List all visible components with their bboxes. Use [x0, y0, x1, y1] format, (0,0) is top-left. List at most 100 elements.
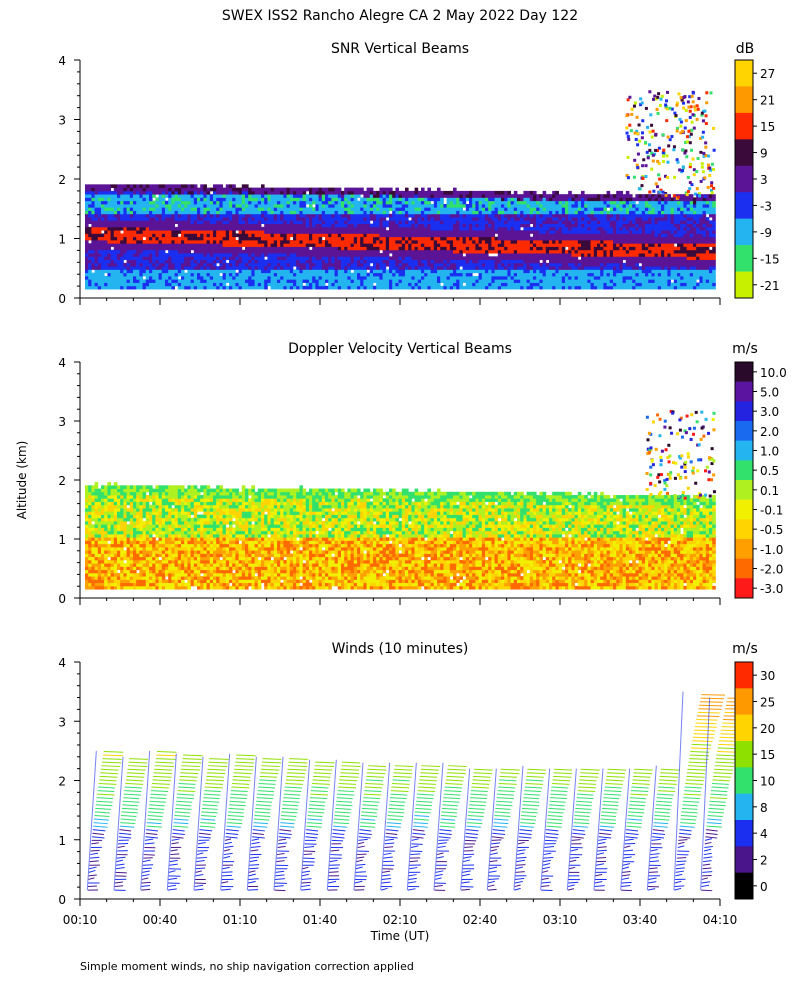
snr-cell	[325, 194, 329, 198]
snr-cell	[478, 217, 483, 221]
snr-cell	[241, 249, 246, 254]
snr-cell	[273, 190, 278, 195]
snr-cell	[277, 210, 281, 215]
snr-cell	[373, 262, 377, 267]
snr-cell	[302, 230, 307, 234]
snr-cell	[126, 210, 131, 215]
snr-cell	[142, 266, 147, 270]
snr-cell	[565, 226, 569, 231]
snr-cell	[120, 220, 124, 225]
snr-cell	[552, 243, 556, 247]
snr-cell	[331, 190, 335, 195]
snr-cell	[376, 190, 380, 195]
snr-cell	[337, 226, 342, 231]
snr-cell	[443, 230, 447, 234]
snr-cell	[337, 213, 342, 218]
snr-cell	[264, 266, 268, 270]
snr-cell	[107, 233, 111, 238]
snr-cell	[299, 269, 303, 274]
snr-cell	[225, 190, 230, 195]
snr-cell	[382, 197, 387, 202]
snr-cell	[600, 217, 604, 221]
snr-cell	[485, 236, 489, 241]
snr-cell	[456, 282, 460, 287]
snr-cell	[523, 279, 527, 283]
snr-cell	[133, 190, 137, 195]
snr-cell	[459, 194, 463, 198]
snr-cell	[427, 239, 431, 244]
snr-cell	[549, 275, 553, 280]
snr-cell	[200, 272, 204, 277]
snr-cell	[325, 275, 329, 280]
snr-cell	[190, 220, 195, 225]
snr-cell	[590, 210, 595, 215]
snr-cell	[293, 207, 297, 211]
snr-cell	[584, 282, 588, 287]
snr-cell	[411, 233, 415, 238]
snr-cell	[501, 203, 505, 208]
snr-cell	[149, 197, 153, 202]
snr-cell	[88, 233, 92, 238]
snr-cell	[181, 210, 185, 215]
snr-cell	[113, 246, 118, 251]
snr-cell	[206, 217, 211, 221]
snr-cell	[341, 243, 345, 247]
snr-cell	[190, 213, 195, 218]
snr-cell	[245, 279, 249, 283]
snr-cell	[427, 226, 431, 231]
snr-cell	[462, 246, 467, 251]
snr-cell	[593, 233, 598, 238]
snr-cell	[273, 200, 278, 205]
snr-cell	[309, 187, 313, 192]
snr-cell	[577, 266, 582, 270]
snr-cell	[142, 272, 147, 277]
snr-cell	[565, 275, 569, 280]
snr-cell	[187, 190, 191, 195]
snr-cell	[369, 213, 374, 218]
snr-cell	[478, 230, 483, 234]
snr-cell	[395, 279, 399, 283]
snr-cell	[363, 272, 367, 277]
snr-cell	[456, 190, 460, 195]
snr-cell	[107, 213, 111, 218]
snr-cell	[213, 259, 217, 264]
snr-cell	[453, 253, 457, 257]
snr-cell	[456, 236, 460, 241]
snr-cell	[606, 226, 611, 231]
snr-cell	[101, 272, 105, 277]
snr-cell	[142, 243, 147, 247]
snr-cell	[545, 213, 550, 218]
snr-cell	[427, 266, 431, 270]
snr-cell	[587, 259, 591, 264]
snr-cell	[392, 275, 396, 280]
snr-cell	[149, 285, 153, 290]
snr-cell	[552, 210, 556, 215]
snr-cell	[309, 266, 313, 270]
snr-cell	[478, 275, 483, 280]
snr-cell	[88, 282, 92, 287]
snr-cell	[315, 210, 319, 215]
snr-cell	[216, 187, 220, 192]
snr-cell	[334, 233, 339, 238]
snr-cell	[609, 223, 614, 228]
snr-cell	[517, 239, 521, 244]
snr-cell	[437, 266, 441, 270]
snr-cell	[411, 197, 415, 202]
snr-cell	[289, 279, 294, 283]
snr-cell	[94, 220, 99, 225]
snr-cell	[168, 272, 172, 277]
snr-cell	[360, 269, 364, 274]
snr-cell	[283, 285, 287, 290]
snr-cell	[88, 203, 92, 208]
snr-cell	[94, 203, 99, 208]
snr-cell	[193, 220, 198, 225]
snr-cell	[542, 210, 547, 215]
snr-cell	[552, 207, 556, 211]
snr-cell	[152, 269, 156, 274]
snr-cell	[209, 275, 214, 280]
snr-cell	[293, 203, 297, 208]
snr-cell	[270, 282, 275, 287]
snr-cell	[225, 269, 230, 274]
snr-cell	[609, 210, 614, 215]
snr-cell	[360, 217, 364, 221]
